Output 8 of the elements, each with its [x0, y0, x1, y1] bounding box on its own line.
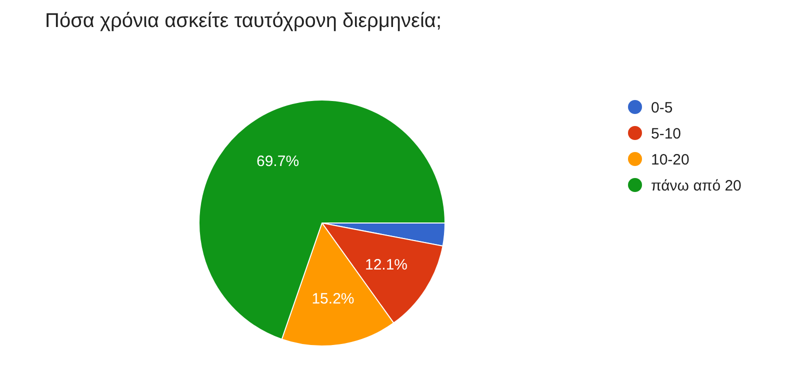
data-label: 12.1%	[364, 256, 408, 274]
legend-label: 0-5	[651, 99, 673, 116]
legend-label: 5-10	[651, 125, 682, 142]
data-label: 69.7%	[256, 153, 300, 170]
legend-label: 10-20	[651, 151, 690, 168]
data-label: 15.2%	[312, 290, 354, 308]
chart-title: Πόσα χρόνια ασκείτε ταυτόχρονη διερμηνεία;	[45, 10, 442, 32]
legend-label: πάνω από 20	[651, 177, 742, 194]
